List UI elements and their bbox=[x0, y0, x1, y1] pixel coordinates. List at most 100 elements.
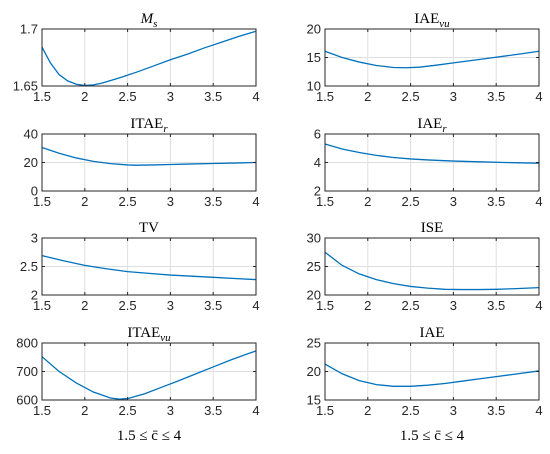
x-tick-label: 3 bbox=[450, 403, 457, 418]
x-tick-label: 3 bbox=[167, 298, 174, 313]
y-tick-label: 25 bbox=[307, 336, 321, 351]
x-tick-label: 1.5 bbox=[33, 298, 51, 313]
x-tick-label: 1.5 bbox=[316, 89, 334, 104]
y-tick-label: 800 bbox=[16, 336, 38, 351]
y-tick-label: 15 bbox=[307, 393, 321, 408]
chart-title-main: TV bbox=[139, 220, 159, 236]
series-line bbox=[41, 350, 257, 400]
chart-title-subscript: vu bbox=[160, 332, 171, 344]
x-tick-label: 2 bbox=[81, 194, 88, 209]
y-tick-label: 40 bbox=[24, 127, 38, 142]
x-tick-label: 4 bbox=[535, 89, 542, 104]
x-tick-label: 4 bbox=[252, 194, 259, 209]
y-tick-label: 20 bbox=[24, 155, 38, 170]
y-tick-label: 6 bbox=[314, 127, 321, 142]
x-tick-label: 3 bbox=[450, 89, 457, 104]
x-tick-label: 3 bbox=[167, 403, 174, 418]
x-tick-label: 2 bbox=[364, 403, 371, 418]
x-tick-label: 2.5 bbox=[402, 403, 420, 418]
x-axis-label: 1.5 ≤ c̄ ≤ 4 bbox=[400, 428, 465, 444]
x-tick-label: 3.5 bbox=[204, 403, 222, 418]
chart-title-main: ISE bbox=[421, 220, 444, 236]
axes-box bbox=[41, 28, 257, 87]
chart-title: IAEvu bbox=[414, 11, 450, 30]
chart-panel-7: 1.5 2 2.5 3 3.5 4 600 700 800 ITAEvu 1.5 ≤ c̄ ≤ 4 bbox=[16, 325, 259, 444]
x-tick-label: 4 bbox=[535, 403, 542, 418]
y-tick-label: 20 bbox=[307, 364, 321, 379]
chart-title-subscript: r bbox=[442, 123, 447, 135]
chart-title: ITAEr bbox=[130, 116, 168, 135]
x-tick-label: 3.5 bbox=[204, 89, 222, 104]
x-tick-label: 2.5 bbox=[119, 298, 137, 313]
series-line bbox=[324, 50, 540, 69]
y-tick-label: 1.7 bbox=[20, 22, 38, 37]
chart-title-subscript: s bbox=[153, 18, 157, 30]
x-tick-label: 2 bbox=[81, 403, 88, 418]
x-tick-label: 3.5 bbox=[487, 298, 505, 313]
x-tick-label: 2 bbox=[364, 194, 371, 209]
chart-title-main: ITAE bbox=[127, 325, 160, 341]
chart-title-main: IAE bbox=[417, 116, 442, 132]
x-tick-label: 1.5 bbox=[316, 298, 334, 313]
x-tick-label: 1.5 bbox=[33, 194, 51, 209]
series-line bbox=[324, 143, 540, 164]
x-tick-label: 1.5 bbox=[316, 194, 334, 209]
chart-title: TV bbox=[139, 220, 159, 236]
x-tick-label: 3 bbox=[167, 89, 174, 104]
chart-title-main: M bbox=[140, 11, 155, 27]
chart-title-subscript: vu bbox=[439, 18, 450, 30]
series-line bbox=[324, 251, 540, 291]
x-axis-label: 1.5 ≤ c̄ ≤ 4 bbox=[117, 428, 182, 444]
chart-title-main: IAE bbox=[414, 11, 439, 27]
x-tick-label: 4 bbox=[535, 298, 542, 313]
series-line bbox=[41, 146, 257, 166]
x-tick-label: 3.5 bbox=[204, 194, 222, 209]
y-tick-label: 20 bbox=[307, 22, 321, 37]
y-tick-label: 2.5 bbox=[20, 259, 38, 274]
y-tick-label: 25 bbox=[307, 259, 321, 274]
x-tick-label: 4 bbox=[252, 403, 259, 418]
x-tick-label: 2 bbox=[81, 89, 88, 104]
x-tick-label: 2 bbox=[364, 298, 371, 313]
x-tick-label: 2.5 bbox=[402, 89, 420, 104]
chart-panel-1: 1.5 2 2.5 3 3.5 4 1.65 1.7 Ms bbox=[13, 11, 260, 104]
x-tick-label: 4 bbox=[252, 298, 259, 313]
x-tick-label: 3 bbox=[450, 298, 457, 313]
y-tick-label: 600 bbox=[16, 393, 38, 408]
x-tick-label: 3 bbox=[167, 194, 174, 209]
x-tick-label: 3 bbox=[450, 194, 457, 209]
chart-title: ITAEvu bbox=[127, 325, 171, 344]
y-tick-label: 20 bbox=[307, 288, 321, 303]
x-tick-label: 4 bbox=[535, 194, 542, 209]
y-tick-label: 30 bbox=[307, 231, 321, 246]
y-tick-label: 15 bbox=[307, 50, 321, 65]
y-tick-label: 0 bbox=[31, 184, 38, 199]
x-tick-label: 2.5 bbox=[119, 89, 137, 104]
y-tick-label: 2 bbox=[314, 184, 321, 199]
y-tick-label: 10 bbox=[307, 79, 321, 94]
x-tick-label: 3.5 bbox=[204, 298, 222, 313]
series-line bbox=[41, 30, 257, 87]
chart-title-subscript: r bbox=[163, 123, 168, 135]
chart-title-main: ITAE bbox=[130, 116, 163, 132]
x-tick-label: 2.5 bbox=[402, 298, 420, 313]
x-tick-label: 2.5 bbox=[402, 194, 420, 209]
chart-panel-2: 1.5 2 2.5 3 3.5 4 10 15 20 IAEvu bbox=[307, 11, 543, 104]
x-tick-label: 2.5 bbox=[119, 403, 137, 418]
chart-panel-8: 1.5 2 2.5 3 3.5 4 15 20 25 IAE 1.5 ≤ c̄ ≤ 4 bbox=[307, 325, 543, 444]
x-tick-label: 1.5 bbox=[33, 89, 51, 104]
x-tick-label: 1.5 bbox=[316, 403, 334, 418]
chart-title: IAEr bbox=[417, 116, 447, 135]
y-tick-label: 4 bbox=[314, 155, 321, 170]
series-line bbox=[324, 363, 540, 387]
chart-title: IAE bbox=[420, 325, 445, 341]
chart-title: Ms bbox=[140, 11, 158, 30]
y-tick-label: 3 bbox=[31, 231, 38, 246]
y-tick-label: 1.65 bbox=[13, 79, 38, 94]
x-tick-label: 3.5 bbox=[487, 194, 505, 209]
chart-title: ISE bbox=[421, 220, 444, 236]
